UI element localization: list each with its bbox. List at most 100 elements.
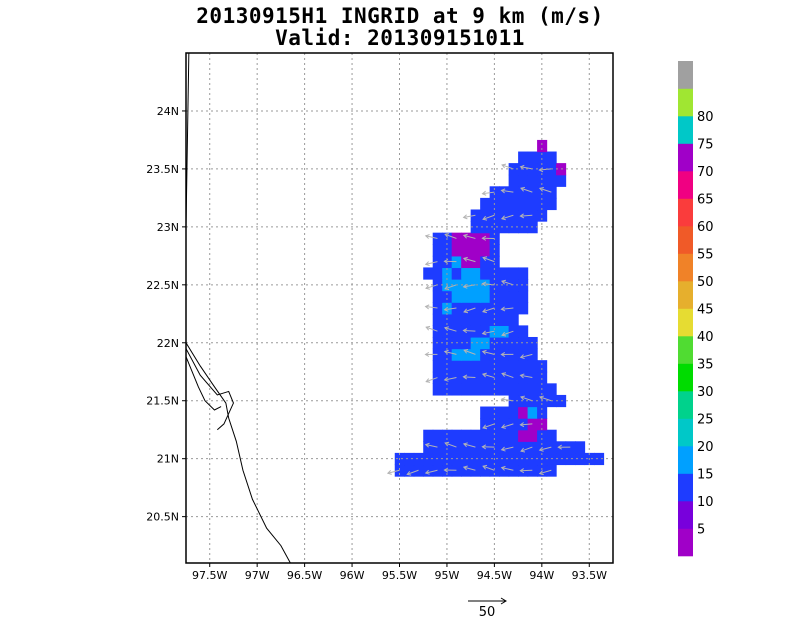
wind-vector	[501, 307, 514, 310]
wind-vector-head	[519, 468, 525, 474]
field-cell	[527, 186, 538, 199]
wind-vector	[520, 423, 533, 426]
field-cell	[546, 464, 557, 477]
x-tick-label: 94W	[529, 569, 554, 582]
field-cell	[518, 174, 529, 187]
wind-vector	[463, 329, 476, 332]
field-cell	[489, 186, 500, 199]
wind-vector	[520, 374, 533, 379]
field-cell	[470, 348, 481, 361]
field-cell	[518, 151, 529, 164]
field-cell	[527, 429, 538, 442]
field-cell	[461, 255, 472, 269]
field-cell	[432, 255, 443, 269]
wind-vector	[425, 469, 438, 474]
wind-vector	[463, 443, 476, 448]
wind-vector	[501, 214, 514, 220]
colorbar: 5 10 15 20 25 30 35 40 45 50 55 60 65 70 75 80	[678, 61, 714, 557]
y-tick-label: 23.5N	[146, 163, 179, 176]
wind-vector-head	[462, 233, 468, 239]
field-cell	[461, 313, 472, 326]
field-cell	[499, 452, 510, 466]
field-cell	[461, 267, 472, 280]
field-cell	[470, 302, 481, 315]
wind-vector	[482, 257, 495, 263]
field-cell	[480, 302, 491, 315]
y-tick-label: 22N	[157, 337, 179, 350]
wind-vector	[501, 330, 514, 336]
field-cell	[461, 441, 472, 454]
field-cell	[461, 464, 472, 477]
wind-vector-head	[462, 283, 468, 289]
field-cell	[451, 383, 462, 396]
field-cell	[527, 174, 538, 187]
field-cell	[489, 441, 500, 454]
field-cell	[432, 348, 443, 361]
colorbar-swatch	[678, 143, 693, 172]
wind-vector-head	[520, 447, 526, 453]
field-cell	[442, 360, 453, 373]
field-cell	[470, 255, 481, 269]
field-cell	[508, 452, 519, 466]
field-cell	[499, 325, 510, 338]
colorbar-swatch	[678, 501, 693, 529]
wind-vector-head	[424, 304, 430, 310]
field-cell	[432, 232, 443, 245]
wind-vector	[482, 214, 495, 220]
field-cell	[442, 290, 453, 303]
wind-vector	[520, 187, 533, 193]
wind-vector	[463, 284, 476, 288]
wind-vector-head	[519, 373, 525, 379]
field-cell	[489, 371, 500, 384]
wind-vector-head	[501, 331, 507, 337]
field-cell	[423, 429, 434, 442]
wind-vector	[520, 396, 533, 402]
wind-vector	[425, 235, 438, 239]
x-tick-label: 93.5W	[572, 569, 607, 582]
field-cell	[470, 371, 481, 384]
field-cell	[461, 244, 472, 257]
colorbar-swatch	[678, 473, 693, 502]
field-cell	[432, 360, 443, 373]
field-cell	[518, 279, 529, 292]
wind-vector-head	[500, 351, 506, 357]
colorbar-label: 50	[697, 275, 714, 290]
y-tick-label: 21N	[157, 453, 179, 466]
wind-vector	[539, 396, 552, 402]
field-cell	[518, 429, 529, 442]
field-cell	[432, 325, 443, 338]
field-cell	[546, 441, 557, 454]
field-cell	[527, 464, 538, 477]
field-cell	[461, 383, 472, 396]
field-cell	[451, 441, 462, 454]
field-cell	[461, 371, 472, 384]
wind-vector-head	[481, 349, 487, 355]
wind-vector	[501, 467, 514, 471]
field-cell	[508, 174, 519, 187]
field-cell	[518, 452, 529, 466]
field-cell	[423, 267, 434, 280]
field-cell	[594, 452, 605, 466]
field-cell	[489, 360, 500, 373]
wind-vector	[425, 326, 438, 332]
wind-vector-head	[463, 348, 469, 354]
field-cell	[432, 371, 443, 384]
colorbar-swatch	[678, 281, 693, 309]
field-cell	[527, 383, 538, 396]
x-axis-ticks: 97.5W 97W 96.5W 96W 95.5W 95W 94.5W 94W 93.5W	[192, 563, 607, 582]
wind-vector-head	[406, 470, 412, 476]
field-cell	[499, 336, 510, 350]
field-cell	[480, 290, 491, 303]
colorbar-label: 40	[697, 330, 714, 345]
field-cell	[527, 209, 538, 222]
field-cell	[461, 429, 472, 442]
field-cell	[470, 290, 481, 303]
wind-vector-head	[482, 215, 488, 221]
colorbar-label: 55	[697, 248, 714, 263]
field-cell	[489, 406, 500, 419]
colorbar-swatch	[678, 116, 693, 144]
field-cell	[451, 290, 462, 303]
field-cell	[461, 348, 472, 361]
wind-vector-head	[500, 188, 506, 194]
wind-vector	[482, 465, 495, 471]
